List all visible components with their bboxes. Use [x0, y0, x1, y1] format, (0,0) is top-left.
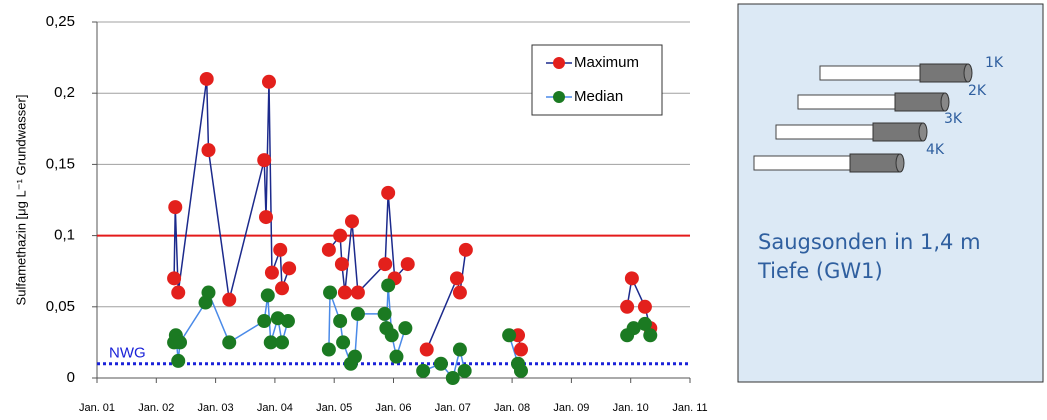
marker	[261, 74, 276, 89]
marker	[637, 299, 652, 314]
marker	[416, 363, 431, 378]
marker	[257, 314, 272, 329]
marker	[280, 314, 295, 329]
marker	[452, 285, 467, 300]
marker	[643, 328, 658, 343]
marker	[419, 342, 434, 357]
marker	[637, 316, 652, 331]
marker	[398, 321, 413, 336]
panel-title: Saugsonden in 1,4 m	[758, 230, 981, 254]
x-tick-label: Jan. 10	[613, 402, 649, 414]
y-tick-label: 0,05	[46, 298, 75, 315]
marker	[222, 335, 237, 350]
marker	[389, 349, 404, 364]
marker	[449, 271, 464, 286]
x-tick-label: Jan. 09	[553, 402, 589, 414]
series-line	[173, 78, 651, 350]
marker	[199, 71, 214, 86]
x-tick-label: Jan. 11	[672, 402, 707, 414]
marker	[168, 200, 183, 215]
marker	[457, 363, 472, 378]
marker	[344, 214, 359, 229]
marker	[381, 278, 396, 293]
marker	[334, 257, 349, 272]
marker	[171, 285, 186, 300]
probe-label: 1K	[985, 55, 1004, 71]
marker	[263, 335, 278, 350]
marker	[445, 371, 460, 385]
marker	[201, 143, 216, 158]
marker	[171, 353, 186, 368]
marker	[502, 328, 517, 343]
legend-box	[531, 44, 663, 116]
marker	[257, 153, 272, 168]
marker	[400, 257, 415, 272]
marker	[513, 363, 528, 378]
marker	[377, 306, 392, 321]
legend-label: Maximum	[574, 54, 639, 71]
reference-label: NWG	[109, 345, 146, 362]
marker	[513, 342, 528, 357]
x-tick-label: Jan. 01	[79, 402, 115, 414]
x-tick-label: Jan. 06	[375, 402, 411, 414]
marker	[264, 265, 279, 280]
marker	[337, 285, 352, 300]
y-tick-label: 0	[67, 369, 75, 386]
marker	[323, 285, 338, 300]
marker	[222, 292, 237, 307]
marker	[282, 261, 297, 276]
marker	[350, 306, 365, 321]
marker	[458, 242, 473, 257]
marker	[259, 210, 274, 225]
marker	[350, 285, 365, 300]
marker	[624, 271, 639, 286]
y-axis-label: Sulfamethazin [μg L⁻¹ Grundwasser]	[13, 95, 28, 306]
marker	[378, 257, 393, 272]
legend-marker	[553, 57, 565, 69]
marker	[275, 335, 290, 350]
probe-label: 4K	[926, 142, 945, 158]
marker	[201, 285, 216, 300]
marker	[275, 281, 290, 296]
marker	[336, 335, 351, 350]
marker	[167, 271, 182, 286]
marker	[384, 328, 399, 343]
probes	[753, 63, 973, 173]
x-tick-label: Jan. 07	[435, 402, 471, 414]
x-tick-label: Jan. 04	[257, 402, 293, 414]
y-tick-label: 0,2	[54, 84, 75, 101]
marker	[620, 299, 635, 314]
marker	[321, 242, 336, 257]
x-tick-label: Jan. 05	[316, 402, 352, 414]
x-tick-label: Jan. 08	[494, 402, 530, 414]
x-tick-label: Jan. 02	[138, 402, 174, 414]
y-tick-label: 0,25	[46, 13, 75, 30]
marker	[321, 342, 336, 357]
marker	[381, 185, 396, 200]
y-tick-label: 0,15	[46, 155, 75, 172]
marker	[433, 356, 448, 371]
marker	[452, 342, 467, 357]
panel-title: Tiefe (GW1)	[757, 259, 883, 283]
legend-marker	[553, 91, 565, 103]
probe-label: 3K	[944, 111, 963, 127]
marker	[333, 314, 348, 329]
marker	[260, 288, 275, 303]
marker	[626, 321, 641, 336]
legend-label: Median	[574, 88, 623, 105]
y-tick-label: 0,1	[54, 227, 75, 244]
marker	[333, 228, 348, 243]
x-tick-label: Jan. 03	[198, 402, 234, 414]
marker	[273, 242, 288, 257]
probe-label: 2K	[968, 83, 987, 99]
marker	[347, 349, 362, 364]
marker	[173, 335, 188, 350]
